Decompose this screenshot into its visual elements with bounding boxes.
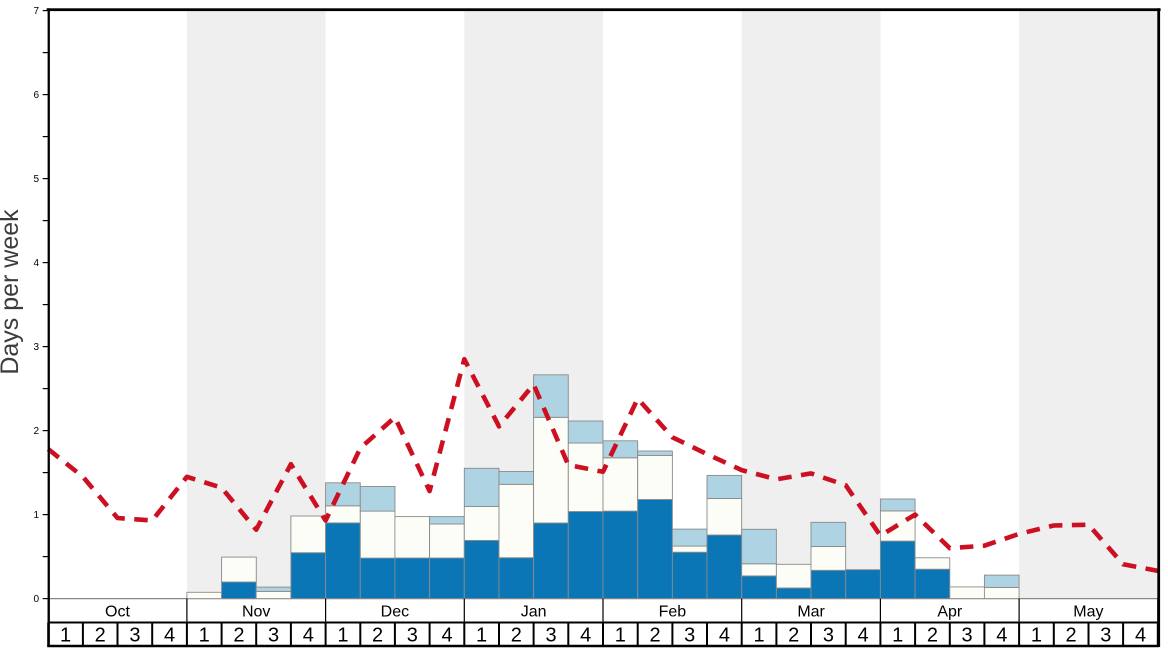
svg-text:1: 1	[60, 625, 71, 647]
svg-text:2: 2	[372, 625, 383, 647]
svg-text:Nov: Nov	[242, 604, 270, 621]
svg-text:1: 1	[892, 625, 903, 647]
svg-text:2: 2	[788, 625, 799, 647]
svg-text:2: 2	[1066, 625, 1077, 647]
svg-text:3: 3	[962, 625, 973, 647]
svg-text:0: 0	[33, 594, 39, 605]
svg-text:1: 1	[753, 625, 764, 647]
svg-text:6: 6	[33, 90, 39, 101]
svg-text:2: 2	[649, 625, 660, 647]
svg-text:4: 4	[1135, 625, 1146, 647]
svg-text:4: 4	[719, 625, 730, 647]
svg-text:3: 3	[545, 625, 556, 647]
svg-text:Apr: Apr	[937, 604, 963, 621]
svg-text:1: 1	[33, 510, 39, 521]
svg-text:4: 4	[441, 625, 452, 647]
svg-text:3: 3	[33, 342, 39, 353]
svg-text:7: 7	[33, 6, 39, 17]
svg-text:1: 1	[476, 625, 487, 647]
svg-text:May: May	[1073, 604, 1103, 621]
svg-text:4: 4	[858, 625, 869, 647]
svg-text:1: 1	[615, 625, 626, 647]
svg-text:Oct: Oct	[105, 604, 130, 621]
svg-text:2: 2	[95, 625, 106, 647]
svg-text:4: 4	[996, 625, 1007, 647]
svg-text:Dec: Dec	[381, 604, 409, 621]
svg-text:2: 2	[511, 625, 522, 647]
svg-text:5: 5	[33, 174, 39, 185]
svg-text:4: 4	[303, 625, 314, 647]
svg-text:1: 1	[199, 625, 210, 647]
svg-text:Feb: Feb	[659, 604, 687, 621]
svg-text:3: 3	[407, 625, 418, 647]
svg-text:3: 3	[129, 625, 140, 647]
svg-text:1: 1	[337, 625, 348, 647]
svg-text:1: 1	[1031, 625, 1042, 647]
svg-text:2: 2	[33, 426, 39, 437]
svg-text:Jan: Jan	[521, 604, 547, 621]
svg-text:Mar: Mar	[797, 604, 825, 621]
svg-text:3: 3	[1100, 625, 1111, 647]
svg-text:2: 2	[233, 625, 244, 647]
svg-text:Days per week: Days per week	[0, 209, 24, 375]
svg-text:3: 3	[684, 625, 695, 647]
svg-text:4: 4	[164, 625, 175, 647]
svg-text:3: 3	[268, 625, 279, 647]
svg-text:4: 4	[580, 625, 591, 647]
svg-text:2: 2	[927, 625, 938, 647]
svg-text:3: 3	[823, 625, 834, 647]
svg-text:4: 4	[33, 258, 39, 269]
